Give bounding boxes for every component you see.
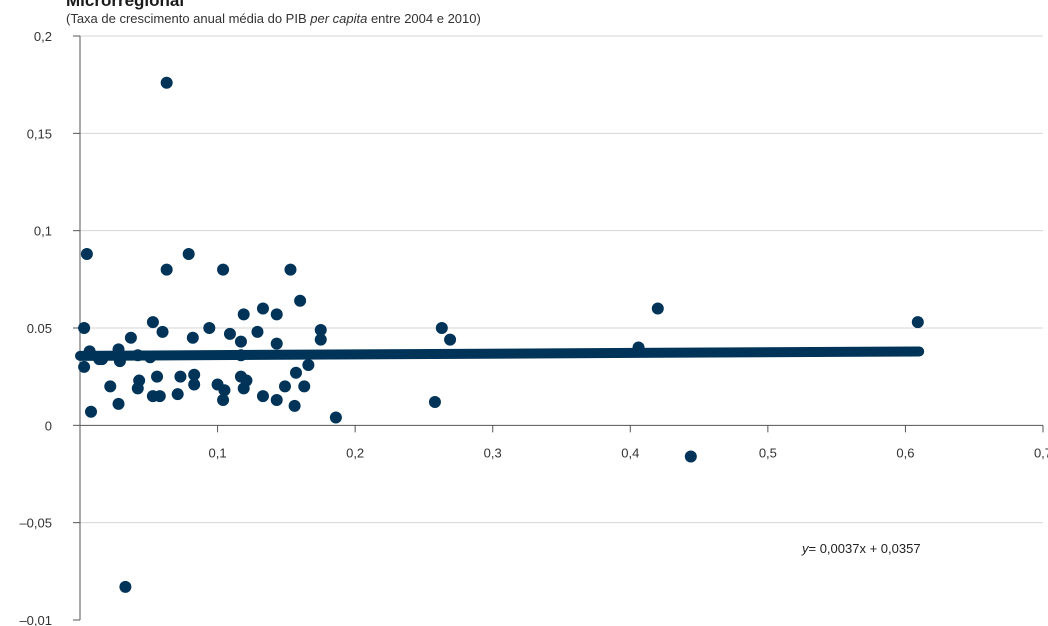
data-point-14 xyxy=(223,327,236,340)
data-point-3 xyxy=(160,263,173,276)
data-point-18 xyxy=(234,335,247,348)
data-point-0 xyxy=(160,76,173,89)
x-tick-label-5: 0,6 xyxy=(896,445,914,460)
data-point-13 xyxy=(156,325,169,338)
x-tick-label-1: 0,2 xyxy=(346,445,364,460)
data-point-64 xyxy=(119,580,132,593)
data-point-15 xyxy=(251,325,264,338)
data-point-10 xyxy=(146,316,159,329)
data-point-1 xyxy=(80,248,93,261)
data-point-5 xyxy=(284,263,297,276)
trendline-equation: y= 0,0037x + 0,0357 xyxy=(801,541,921,556)
data-point-61 xyxy=(651,302,664,315)
data-point-8 xyxy=(270,308,283,321)
data-point-55 xyxy=(314,323,327,336)
data-point-49 xyxy=(217,394,230,407)
data-point-35 xyxy=(289,366,302,379)
trendline xyxy=(75,346,925,361)
data-point-6 xyxy=(294,294,307,307)
data-point-41 xyxy=(218,384,231,397)
subtitle-text-after: entre 2004 e 2010) xyxy=(367,11,481,26)
x-tick-label-2: 0,3 xyxy=(484,445,502,460)
data-point-39 xyxy=(188,378,201,391)
x-tick-label-3: 0,4 xyxy=(621,445,639,460)
data-point-50 xyxy=(270,394,283,407)
y-tick-label-6: –0,01 xyxy=(19,613,52,626)
data-point-37 xyxy=(104,380,117,393)
x-tick-label-0: 0,1 xyxy=(209,445,227,460)
data-point-32 xyxy=(188,368,201,381)
data-point-42 xyxy=(237,382,250,395)
y-tick-label-5: –0,05 xyxy=(19,516,52,531)
data-point-12 xyxy=(203,322,216,334)
data-point-7 xyxy=(256,302,269,315)
data-point-30 xyxy=(151,370,164,383)
equation-text: = 0,0037x + 0,0357 xyxy=(809,541,921,556)
x-axis-ticks: 0,1 0,2 0,3 0,4 0,5 0,6 0,7 xyxy=(209,425,1048,460)
trendline-group xyxy=(75,346,925,361)
data-point-48 xyxy=(256,390,269,403)
y-tick-label-3: 0.05 xyxy=(27,321,52,336)
data-point-53 xyxy=(85,405,98,418)
data-point-11 xyxy=(78,322,91,334)
data-point-38 xyxy=(131,382,144,395)
equation-variable: y xyxy=(801,541,810,556)
y-tick-label-1: 0,15 xyxy=(27,126,52,141)
data-point-4 xyxy=(217,263,230,276)
y-tick-label-2: 0,1 xyxy=(34,224,52,239)
chart-subtitle: (Taxa de crescimento anual média do PIB … xyxy=(66,11,481,26)
data-point-47 xyxy=(171,388,184,401)
data-point-56 xyxy=(314,333,327,346)
chart-title: Microrregional xyxy=(66,0,185,10)
subtitle-text-before: (Taxa de crescimento anual média do PIB xyxy=(66,11,311,26)
data-point-17 xyxy=(186,331,199,344)
y-tick-label-4: 0 xyxy=(45,418,52,433)
data-point-28 xyxy=(78,360,91,373)
grid-lines xyxy=(80,35,1043,524)
x-tick-label-4: 0,5 xyxy=(759,445,777,460)
data-point-29 xyxy=(302,358,315,371)
data-point-57 xyxy=(435,322,448,334)
data-point-44 xyxy=(298,380,311,393)
data-point-59 xyxy=(428,395,441,408)
data-point-31 xyxy=(174,370,187,383)
y-axis-ticks: 0,2 0,15 0,1 0.05 0 –0,05 –0,01 xyxy=(19,29,80,626)
data-point-2 xyxy=(182,248,195,261)
data-point-52 xyxy=(288,399,301,412)
x-tick-label-6: 0,7 xyxy=(1034,445,1048,460)
subtitle-text-italic: per capita xyxy=(310,11,368,26)
data-point-16 xyxy=(124,331,137,344)
data-point-43 xyxy=(278,380,291,393)
y-tick-label-0: 0,2 xyxy=(34,29,52,44)
data-point-9 xyxy=(237,308,250,321)
data-point-51 xyxy=(112,397,125,410)
data-point-46 xyxy=(153,390,166,403)
data-point-62 xyxy=(911,316,924,329)
data-point-54 xyxy=(329,411,342,424)
data-points xyxy=(78,76,924,593)
data-point-19 xyxy=(270,337,283,350)
data-point-63 xyxy=(684,450,697,463)
data-point-58 xyxy=(444,333,457,346)
